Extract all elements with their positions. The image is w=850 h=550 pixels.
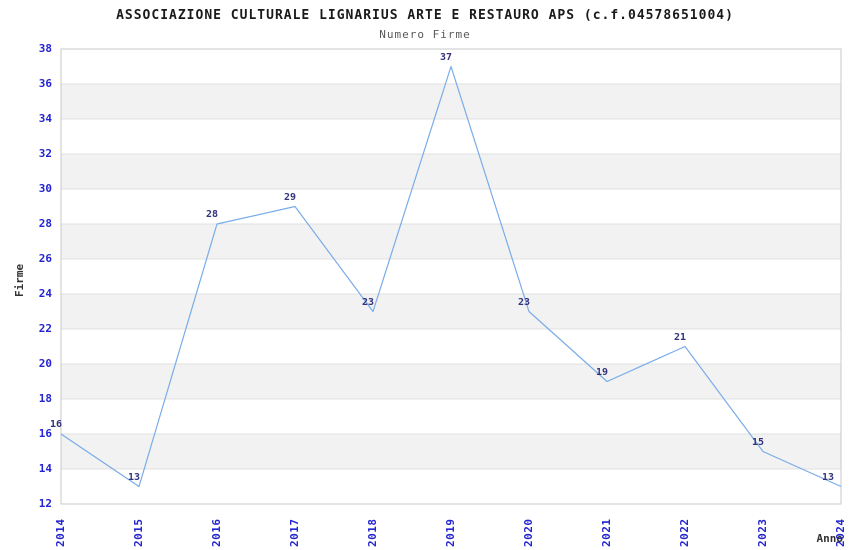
plot-background xyxy=(61,49,841,504)
y-tick-label: 26 xyxy=(38,252,52,265)
y-tick-label: 36 xyxy=(38,77,52,90)
chart-title: ASSOCIAZIONE CULTURALE LIGNARIUS ARTE E … xyxy=(116,8,734,23)
x-tick-label: 2017 xyxy=(288,518,301,548)
data-point-label: 13 xyxy=(821,471,835,483)
y-tick-label: 20 xyxy=(38,357,52,370)
chart-subtitle: Numero Firme xyxy=(379,28,471,41)
data-point-label: 21 xyxy=(673,331,687,343)
grid-band xyxy=(61,294,841,329)
grid-band xyxy=(61,84,841,119)
data-point-label: 37 xyxy=(439,51,453,63)
x-axis-title: Anno xyxy=(816,532,844,545)
y-tick-label: 12 xyxy=(38,497,52,510)
series-line xyxy=(60,65,842,488)
x-tick-label: 2014 xyxy=(54,518,67,548)
x-tick-label: 2021 xyxy=(600,518,613,548)
x-tick-label: 2018 xyxy=(366,518,379,548)
data-point-label: 15 xyxy=(751,436,765,448)
grid-band xyxy=(61,154,841,189)
x-tick-label: 2016 xyxy=(210,518,223,548)
data-point-label: 23 xyxy=(361,296,375,308)
data-point-label: 19 xyxy=(595,366,609,378)
data-point-label: 13 xyxy=(127,471,141,483)
x-tick-label: 2019 xyxy=(444,518,457,548)
data-point-label: 23 xyxy=(517,296,531,308)
y-tick-label: 16 xyxy=(38,427,52,440)
y-tick-label: 34 xyxy=(38,112,52,125)
y-tick-label: 18 xyxy=(38,392,52,405)
grid-band xyxy=(61,224,841,259)
x-tick-label: 2020 xyxy=(522,518,535,548)
y-tick-label: 22 xyxy=(38,322,52,335)
y-tick-label: 24 xyxy=(38,287,52,300)
y-tick-label: 14 xyxy=(38,462,52,475)
x-tick-label: 2022 xyxy=(678,518,691,548)
x-tick-label: 2023 xyxy=(756,518,769,548)
y-tick-label: 28 xyxy=(38,217,52,230)
plot-border xyxy=(60,48,842,505)
y-axis-title: Firme xyxy=(13,263,26,297)
data-point-label: 29 xyxy=(283,191,297,203)
data-point-label: 16 xyxy=(49,419,63,430)
data-point-label: 28 xyxy=(205,209,219,220)
grid-band xyxy=(61,434,841,469)
y-tick-label: 38 xyxy=(38,42,52,55)
y-tick-label: 32 xyxy=(38,147,52,160)
y-tick-label: 30 xyxy=(38,182,52,195)
x-tick-label: 2015 xyxy=(132,518,145,548)
grid-band xyxy=(61,364,841,399)
